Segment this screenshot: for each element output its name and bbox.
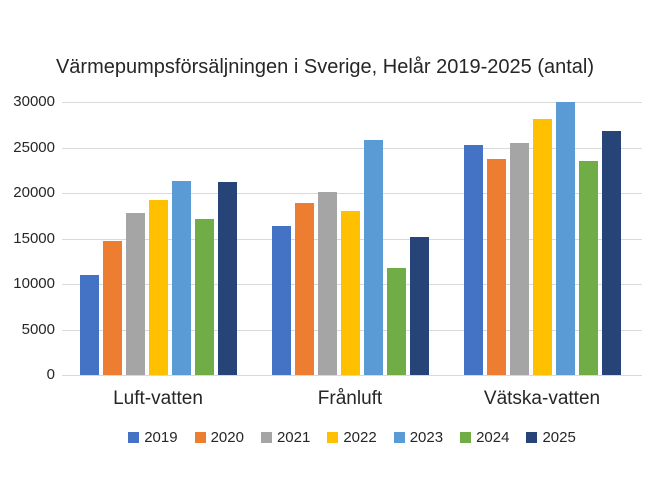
bar-2020-v-tska-vatten <box>486 159 506 375</box>
y-tick-label-15000: 15000 <box>13 229 55 247</box>
bar-2024-v-tska-vatten <box>578 161 598 375</box>
bar-2019-fr-nluft <box>271 225 291 375</box>
y-tick-label-30000: 30000 <box>13 93 55 110</box>
legend-item-2024: 2024 <box>460 430 509 445</box>
legend-item-2019: 2019 <box>128 429 178 446</box>
bar-2022-luft-vatten <box>148 200 168 375</box>
y-tick-label-5000: 5000 <box>21 320 55 338</box>
legend-item-2023: 2023 <box>393 429 444 446</box>
bar-2021-fr-nluft <box>317 192 337 375</box>
bar-2021-luft-vatten <box>125 213 145 375</box>
y-tick-label-10000: 10000 <box>13 275 55 292</box>
legend-item-2022: 2022 <box>327 429 377 446</box>
bar-group-fr-nluft <box>254 102 446 375</box>
legend-label-2025: 2025 <box>542 429 576 446</box>
bar-2021-v-tska-vatten <box>509 142 529 375</box>
legend-item-2021: 2021 <box>260 429 311 446</box>
bar-2019-luft-vatten <box>79 274 99 375</box>
legend-swatch-2019 <box>128 432 140 443</box>
y-tick-label-20000: 20000 <box>13 184 55 201</box>
legend: 2019 2020 2021 2022 2023 2024 2025 <box>62 430 642 445</box>
bar-2020-luft-vatten <box>102 241 122 375</box>
legend-swatch-2022 <box>327 432 339 443</box>
bar-2022-fr-nluft <box>340 211 360 375</box>
legend-item-2025: 2025 <box>526 429 576 446</box>
legend-swatch-2021 <box>260 432 272 443</box>
bar-2025-v-tska-vatten <box>601 131 621 375</box>
bar-2023-fr-nluft <box>363 140 383 375</box>
legend-swatch-2024 <box>460 432 472 443</box>
bar-2019-v-tska-vatten <box>463 144 483 375</box>
legend-label-2022: 2022 <box>343 429 377 446</box>
bar-2023-luft-vatten <box>171 181 191 375</box>
bar-2022-v-tska-vatten <box>532 119 552 375</box>
legend-item-2020: 2020 <box>194 429 244 446</box>
legend-swatch-2020 <box>194 432 206 443</box>
legend-swatch-2025 <box>526 432 538 443</box>
gridline-25000 <box>62 147 642 149</box>
bar-2023-v-tska-vatten <box>555 102 575 375</box>
legend-label-2024: 2024 <box>476 429 510 446</box>
legend-swatch-2023 <box>393 432 405 443</box>
plot-area <box>62 102 642 376</box>
x-category-label-luft-vatten: Luft-vatten <box>113 388 203 409</box>
gridline-0 <box>62 375 642 376</box>
legend-label-2021: 2021 <box>276 429 311 446</box>
bar-group-v-tska-vatten <box>446 102 638 375</box>
chart-title: Värmepumpsförsäljningen i Sverige, Helår… <box>55 56 595 78</box>
legend-label-2020: 2020 <box>210 429 244 446</box>
legend-label-2019: 2019 <box>144 429 178 446</box>
y-tick-label-25000: 25000 <box>13 138 55 156</box>
gridline-20000 <box>62 193 642 194</box>
bar-2024-fr-nluft <box>386 267 406 375</box>
bar-group-luft-vatten <box>62 102 254 375</box>
bar-2025-fr-nluft <box>409 236 429 375</box>
bar-2020-fr-nluft <box>294 203 314 375</box>
gridline-30000 <box>62 102 642 103</box>
bar-2025-luft-vatten <box>217 182 237 375</box>
y-tick-label-0: 0 <box>46 366 55 383</box>
x-category-label-v-tska-vatten: Vätska-vatten <box>483 388 601 409</box>
bar-2024-luft-vatten <box>194 219 214 375</box>
legend-label-2023: 2023 <box>409 429 444 446</box>
x-category-label-fr-nluft: Frånluft <box>317 388 383 409</box>
